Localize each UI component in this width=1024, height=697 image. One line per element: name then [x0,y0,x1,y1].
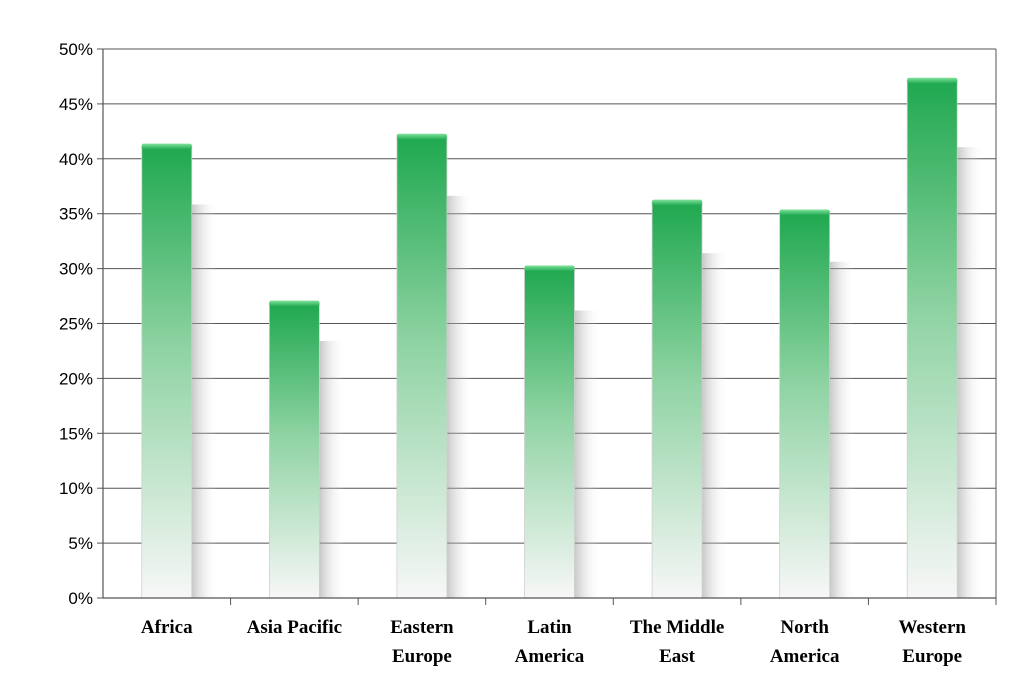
bar-cap [141,143,192,150]
y-tick-label: 0% [68,589,93,608]
x-tick-label: Eastern [390,617,454,638]
y-tick-label: 45% [59,95,93,114]
y-tick-label: 35% [59,205,93,224]
bar-shadows [191,147,984,599]
bar-shadow [191,204,218,599]
x-tick-label: America [770,646,840,667]
bar [651,201,703,599]
y-tick-label: 25% [59,315,93,334]
bar [524,267,575,599]
axes [97,48,997,605]
x-tick-label: Europe [392,646,452,667]
y-tick-label: 50% [59,40,93,59]
x-tick-label: Latin [527,617,572,638]
bar-shadow [446,195,473,598]
x-tick-label: Asia Pacific [247,617,343,638]
y-tick-label: 5% [68,534,93,553]
x-tick-label: America [515,646,585,667]
bar [268,302,320,599]
bar [141,145,193,599]
bar-shadow [574,310,601,598]
y-tick-label: 10% [59,479,93,498]
x-tick-label: Western [898,617,966,638]
x-tick-label: Europe [902,646,962,667]
bar-cap [779,209,830,216]
y-tick-label: 15% [59,424,93,443]
bar-shadow [957,147,984,598]
bar-cap [524,265,575,272]
bar [906,79,958,599]
x-tick-label: Africa [141,617,193,638]
bar-cap [652,199,703,206]
bars [141,77,958,599]
x-tick-labels: Africa Asia Pacific Eastern Europe Latin Amer… [141,617,966,667]
x-tick-label: The Middle [630,617,724,638]
bar-cap [269,300,320,307]
bar [779,211,831,599]
bar-shadow [319,341,346,598]
bar [396,135,448,599]
bar-shadow [702,253,729,599]
bar-cap [396,133,447,140]
y-tick-label: 40% [59,150,93,169]
bar-cap [907,77,958,84]
y-tick-label: 20% [59,369,93,388]
y-tick-label: 30% [59,260,93,279]
x-tick-label: North [780,617,829,638]
bar-shadow [829,261,856,598]
x-tick-label: East [659,646,696,667]
y-tick-labels: 0% 5% 10% 15% 20% 25% 30% 35% 40% 45% 50% [59,40,93,608]
